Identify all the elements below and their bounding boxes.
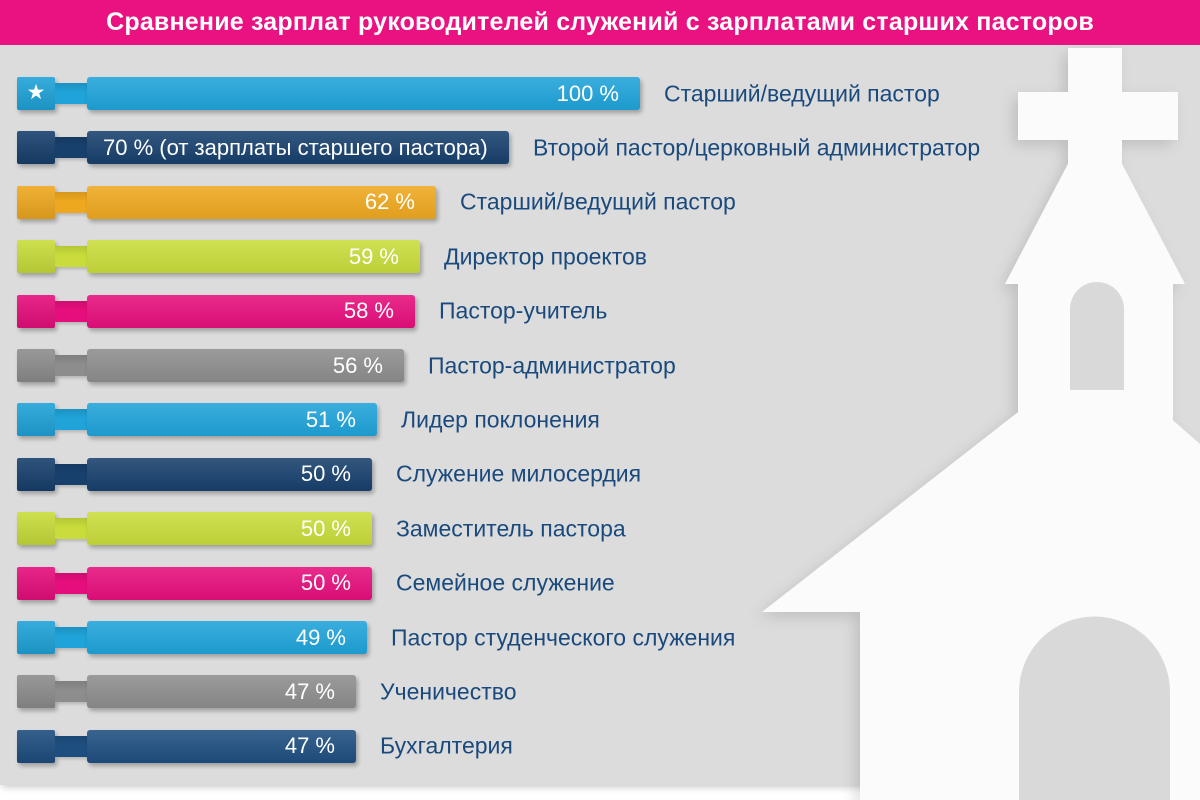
category-swatch <box>17 566 55 600</box>
star-icon: ★ <box>26 81 46 104</box>
page-title: Сравнение зарплат руководителей служений… <box>106 8 1094 36</box>
value-bar: 50 % <box>87 512 372 546</box>
value-bar: 51 % <box>87 403 377 437</box>
bar-connector <box>55 518 87 540</box>
category-swatch <box>17 675 55 709</box>
bar-value-label: 50 % <box>300 461 351 487</box>
bar-value-label: 59 % <box>348 243 399 269</box>
category-swatch <box>17 457 55 491</box>
bar-value-label: 62 % <box>364 189 415 215</box>
value-bar: 58 % <box>87 294 415 328</box>
category-label: Пастор-администратор <box>428 352 676 378</box>
category-swatch <box>17 240 55 274</box>
value-bar: 47 % <box>87 729 356 763</box>
category-swatch: ★ <box>17 77 55 110</box>
bar-connector <box>55 355 87 376</box>
bar-connector <box>55 300 87 322</box>
bar-connector <box>55 735 87 757</box>
category-swatch <box>17 729 55 763</box>
bar-connector <box>55 463 87 485</box>
church-steeple-roof <box>1005 160 1185 284</box>
bar-connector <box>55 409 87 431</box>
value-bar: 50 % <box>87 457 372 491</box>
church-cross-icon <box>1018 92 1178 140</box>
value-bar: 100 % <box>87 77 640 110</box>
value-bar: 56 % <box>87 349 404 382</box>
category-label: Пастор-учитель <box>439 297 608 324</box>
category-label: Второй пастор/церковный администратор <box>533 134 981 161</box>
bar-value-label: 100 % <box>556 80 619 106</box>
category-swatch <box>17 131 55 165</box>
bar-value-label: 58 % <box>343 298 394 324</box>
bar-value-label: 49 % <box>295 624 346 650</box>
category-swatch <box>17 403 55 437</box>
bar-connector <box>55 681 87 703</box>
bar-value-label: 70 % (от зарплаты старшего пастора) <box>103 134 488 160</box>
church-silhouette <box>762 48 1200 800</box>
bar-value-label: 56 % <box>332 352 383 378</box>
category-swatch <box>17 294 55 328</box>
value-bar: 62 % <box>87 185 436 219</box>
category-swatch <box>17 621 55 654</box>
category-swatch <box>17 512 55 546</box>
value-bar: 59 % <box>87 240 420 274</box>
category-label: Старший/ведущий пастор <box>664 80 940 106</box>
value-bar: 47 % <box>87 675 356 709</box>
category-label: Бухгалтерия <box>380 732 513 759</box>
bar-connector <box>55 627 87 648</box>
bar-connector <box>55 137 87 159</box>
category-label: Служение милосердия <box>396 460 642 487</box>
bar-connector <box>55 83 87 104</box>
bar-connector <box>55 572 87 594</box>
value-bar: 49 % <box>87 621 367 654</box>
church-window <box>1070 282 1124 390</box>
church-door <box>1019 616 1170 800</box>
category-label: Старший/ведущий пастор <box>460 188 736 215</box>
bar-value-label: 50 % <box>300 570 351 596</box>
bar-connector <box>55 246 87 268</box>
category-label: Директор проектов <box>444 243 648 270</box>
category-label: Семейное служение <box>396 569 615 596</box>
category-swatch <box>17 185 55 219</box>
bar-value-label: 47 % <box>284 678 335 704</box>
category-label: Заместитель пастора <box>396 515 626 542</box>
category-swatch <box>17 349 55 382</box>
category-label: Лидер поклонения <box>401 406 600 433</box>
bar-connector <box>55 191 87 213</box>
title-bar: Сравнение зарплат руководителей служений… <box>0 0 1200 45</box>
value-bar: 50 % <box>87 566 372 600</box>
category-label: Пастор студенческого служения <box>391 624 736 650</box>
category-label: Ученичество <box>380 678 517 705</box>
value-bar: 70 % (от зарплаты старшего пастора) <box>87 131 509 165</box>
bar-value-label: 51 % <box>305 406 356 432</box>
bar-value-label: 50 % <box>300 515 351 541</box>
bar-value-label: 47 % <box>284 733 335 759</box>
